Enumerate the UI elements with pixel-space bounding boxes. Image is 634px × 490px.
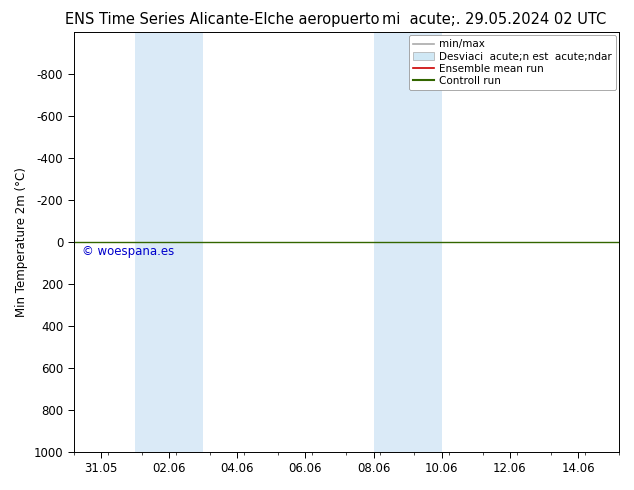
- Y-axis label: Min Temperature 2m (°C): Min Temperature 2m (°C): [15, 167, 28, 317]
- Bar: [373, 32, 442, 452]
- Text: mi  acute;. 29.05.2024 02 UTC: mi acute;. 29.05.2024 02 UTC: [382, 12, 607, 27]
- Text: © woespana.es: © woespana.es: [82, 245, 174, 258]
- Bar: [135, 32, 203, 452]
- Legend: min/max, Desviaci  acute;n est  acute;ndar, Ensemble mean run, Controll run: min/max, Desviaci acute;n est acute;ndar…: [409, 35, 616, 90]
- Text: ENS Time Series Alicante-Elche aeropuerto: ENS Time Series Alicante-Elche aeropuert…: [65, 12, 379, 27]
